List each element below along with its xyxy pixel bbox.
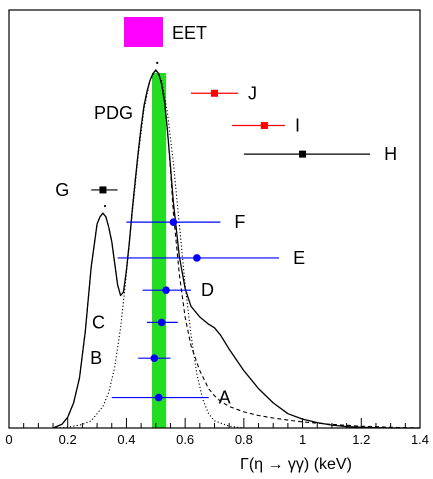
- peak-marker: [156, 61, 159, 64]
- legend-label-eet: EET: [172, 23, 207, 43]
- measurement-h: H: [243, 144, 397, 164]
- measurement-g: G: [55, 180, 118, 200]
- data-point: [193, 254, 201, 262]
- data-point: [154, 393, 163, 402]
- measurement-label: J: [248, 83, 257, 103]
- data-point: [211, 89, 218, 97]
- measurement-label: G: [55, 180, 69, 200]
- measurement-b: B: [90, 348, 171, 368]
- data-point: [169, 218, 178, 226]
- measurement-d: D: [142, 280, 214, 300]
- x-tick-label: 0.8: [235, 432, 253, 447]
- peak-marker: [103, 204, 107, 208]
- curve-dashed: [52, 69, 421, 429]
- measurement-e: E: [117, 248, 305, 268]
- x-tick-label: 1: [299, 432, 306, 447]
- measurement-label: C: [92, 312, 105, 332]
- x-axis-title: Γ(η → γγ) (keV): [240, 456, 352, 473]
- measurement-f: F: [126, 212, 245, 232]
- measurement-label: H: [384, 144, 397, 164]
- data-point: [150, 354, 159, 362]
- x-tick-label: 0: [5, 432, 12, 447]
- band-label-pdg: PDG: [94, 103, 133, 123]
- measurement-label: E: [293, 248, 305, 268]
- measurement-a: A: [111, 388, 231, 408]
- measurement-label: I: [295, 115, 300, 135]
- legend-swatch-eet: [124, 17, 163, 47]
- x-tick-label: 1.4: [411, 432, 429, 447]
- measurement-j: J: [191, 83, 257, 103]
- x-tick-label: 0.2: [59, 432, 77, 447]
- measurement-label: D: [201, 280, 214, 300]
- data-point: [99, 186, 107, 194]
- pdg-band: [151, 73, 167, 428]
- curve-dotted: [52, 69, 244, 429]
- data-point: [299, 150, 307, 158]
- measurement-i: I: [232, 115, 300, 135]
- measurement-label: B: [90, 348, 102, 368]
- data-point: [260, 121, 268, 129]
- x-tick-label: 0.4: [117, 432, 135, 447]
- data-point: [162, 286, 170, 294]
- x-tick-label: 1.2: [352, 432, 370, 447]
- measurement-label: F: [234, 212, 245, 232]
- measurement-label: A: [219, 388, 231, 408]
- measurement-c: C: [92, 312, 178, 332]
- data-point: [157, 318, 166, 327]
- x-tick-label: 0.6: [176, 432, 194, 447]
